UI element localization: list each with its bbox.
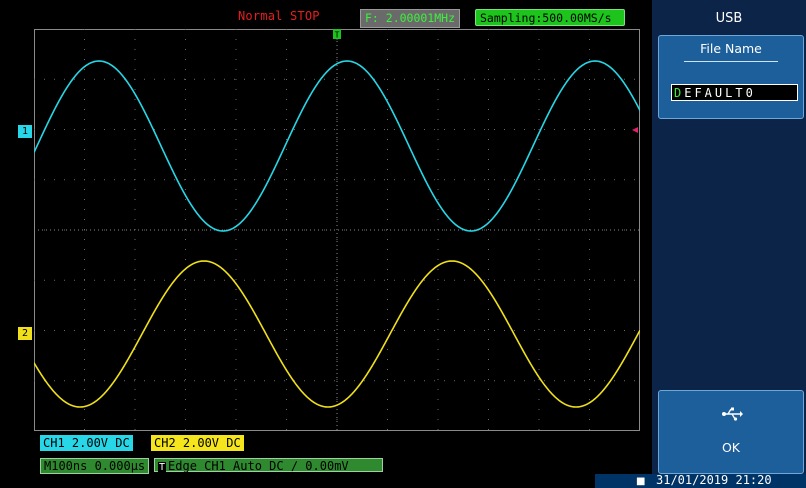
file-name-label: File Name — [700, 41, 762, 56]
trigger-info[interactable]: T Edge CH1 Auto DC ∕ 0.00mV — [154, 458, 383, 473]
side-menu: USB File Name DEFAULT0 OK — [652, 0, 806, 474]
file-name-input[interactable]: DEFAULT0 — [671, 84, 798, 101]
ch2-scale-info[interactable]: CH2 2.00V DC — [151, 435, 244, 451]
ch1-trace — [34, 60, 640, 232]
ok-label: OK — [721, 440, 741, 455]
ch1-scale-info[interactable]: CH1 2.00V DC — [40, 435, 133, 451]
file-name-text: EFAULT0 — [684, 86, 756, 100]
usb-icon — [722, 407, 743, 421]
ch2-offset-marker[interactable]: 2 — [18, 327, 32, 340]
trigger-position-label: T — [335, 31, 340, 40]
menu-title: USB — [715, 11, 743, 26]
frequency-readout: F: 2.00001MHz — [360, 9, 461, 28]
date-time: 31/01/2019 21:20 — [656, 473, 772, 487]
trigger-position-marker — [333, 29, 341, 39]
waveform-canvas: T — [34, 29, 640, 431]
ch1-offset-marker[interactable]: 1 — [18, 125, 32, 138]
footer-bar — [595, 474, 806, 488]
trigger-info-text: Edge CH1 Auto DC ∕ 0.00mV — [168, 459, 349, 473]
trigger-level-marker — [632, 127, 638, 133]
usb-status-icon: ■ — [636, 476, 646, 487]
sampling-rate-readout: Sampling:500.00MS/s — [475, 9, 625, 26]
timebase-info[interactable]: M100ns 0.000µs — [40, 458, 150, 474]
trigger-badge: T — [158, 462, 167, 473]
ch2-trace — [34, 260, 640, 408]
ok-button[interactable]: OK — [658, 390, 804, 474]
file-name-cursor-char: D — [674, 86, 685, 100]
status-bar: Normal STOP F: 2.00001MHz Sampling:500.0… — [0, 0, 652, 28]
file-name-divider — [684, 61, 778, 62]
waveform-display: T — [34, 29, 640, 431]
acquisition-state: Normal STOP — [238, 9, 320, 23]
file-name-softkey[interactable]: File Name DEFAULT0 — [658, 35, 804, 119]
